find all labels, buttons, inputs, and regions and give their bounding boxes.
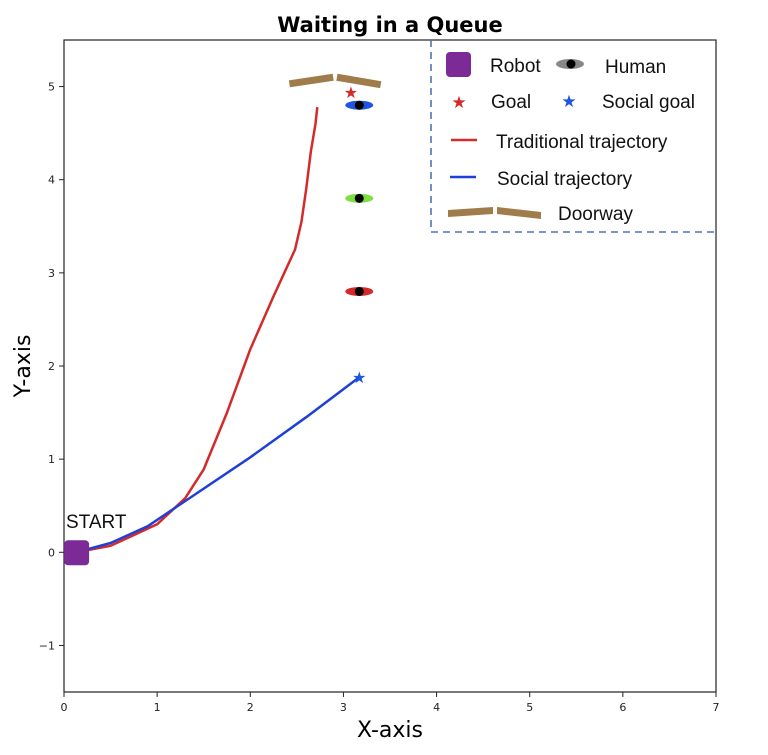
x-tick-label: 7 xyxy=(713,701,720,714)
social-trajectory-line xyxy=(75,376,361,554)
x-tick-label: 4 xyxy=(433,701,440,714)
x-tick-label: 3 xyxy=(340,701,347,714)
y-tick-label: 1 xyxy=(48,453,55,466)
chart-title: Waiting in a Queue xyxy=(277,13,503,37)
legend-goal-icon: ★ xyxy=(451,93,466,113)
y-tick-label: 0 xyxy=(48,546,55,559)
legend-doorway: Doorway xyxy=(558,204,633,225)
x-tick-label: 1 xyxy=(154,701,161,714)
doorway-segment xyxy=(288,73,334,88)
x-tick-label: 5 xyxy=(526,701,533,714)
goal-star: ★ xyxy=(344,83,358,102)
legend-social-goal-icon: ★ xyxy=(561,92,576,112)
human-head xyxy=(354,286,364,296)
legend-goal: Goal xyxy=(491,92,531,113)
traditional-trajectory-line xyxy=(75,106,319,554)
y-tick-label: 3 xyxy=(48,267,55,280)
legend-traditional: Traditional trajectory xyxy=(496,132,668,153)
start-label: START xyxy=(66,512,127,533)
x-tick-label: 0 xyxy=(61,701,68,714)
legend-robot: Robot xyxy=(490,56,541,77)
x-axis-label: X-axis xyxy=(357,718,423,743)
y-tick-label: 5 xyxy=(48,81,55,94)
legend: Robot Human ★ Goal ★ Social goal Traditi… xyxy=(430,40,716,233)
social-goal-star: ★ xyxy=(352,368,366,387)
chart-marks: ★★ xyxy=(64,73,382,566)
legend-social: Social trajectory xyxy=(497,169,633,190)
y-tick-label: 4 xyxy=(48,174,55,187)
y-tick-label: 2 xyxy=(48,360,55,373)
axis-ticks: 0 1 2 3 4 5 6 7 −1 0 1 2 3 4 5 xyxy=(39,81,720,714)
human-head xyxy=(354,100,364,110)
legend-social-goal: Social goal xyxy=(602,92,695,113)
x-tick-label: 6 xyxy=(619,701,626,714)
doorway-segment xyxy=(336,73,382,89)
robot-marker xyxy=(64,540,90,566)
y-axis-label: Y-axis xyxy=(11,335,36,399)
y-tick-label: −1 xyxy=(39,639,55,652)
human-head xyxy=(354,193,364,203)
legend-doorway-icon xyxy=(448,207,493,217)
legend-robot-icon xyxy=(446,52,471,77)
x-tick-label: 2 xyxy=(247,701,254,714)
legend-human: Human xyxy=(605,57,666,78)
